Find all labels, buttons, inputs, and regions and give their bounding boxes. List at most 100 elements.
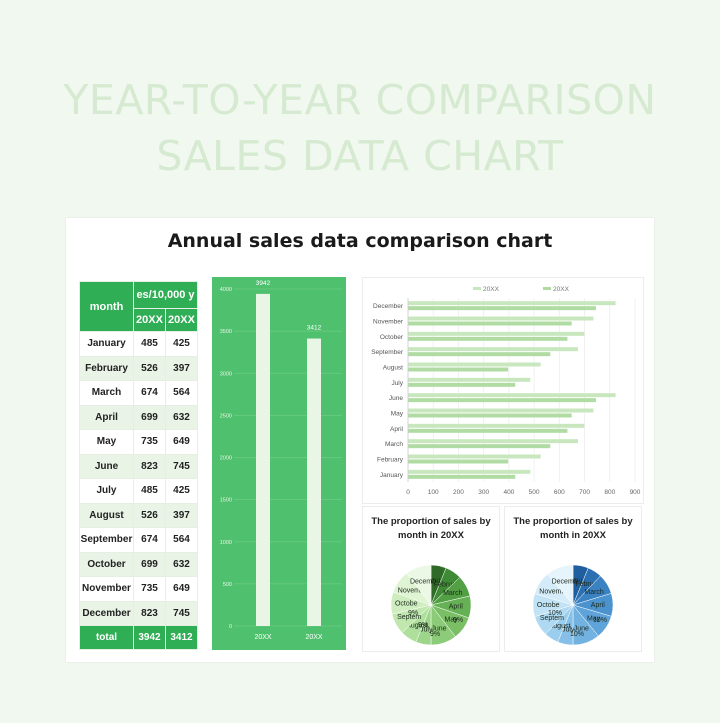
y-tick-label: 1000 bbox=[220, 540, 232, 546]
hbar-series-1 bbox=[408, 469, 531, 474]
y-tick-label: July bbox=[391, 380, 403, 387]
y-tick-label: 1500 bbox=[220, 498, 232, 504]
value-cell-2: 632 bbox=[165, 404, 198, 430]
hbar-series-2 bbox=[408, 474, 516, 479]
pie-slice-label: Octobe bbox=[395, 601, 418, 608]
bar bbox=[307, 338, 321, 626]
x-tick-label: 20XX bbox=[254, 634, 271, 641]
legend-label: 20XX bbox=[483, 286, 500, 293]
y-tick-label: May bbox=[391, 411, 404, 418]
hbar-series-1 bbox=[408, 439, 578, 444]
pie-slice-label: June bbox=[574, 625, 589, 632]
y-tick-label: 3000 bbox=[220, 371, 232, 377]
value-cell-1: 526 bbox=[133, 502, 166, 528]
value-cell-1: 823 bbox=[133, 453, 166, 479]
y-tick-label: September bbox=[371, 349, 404, 356]
month-cell: June bbox=[79, 453, 134, 479]
y-tick-label: 2500 bbox=[220, 413, 232, 419]
total-value-2: 3412 bbox=[165, 625, 198, 650]
pie-slice-label: Januar bbox=[425, 578, 447, 585]
table-row: May 735 649 bbox=[79, 429, 198, 455]
hbar-series-1 bbox=[408, 347, 578, 352]
y-tick-label: April bbox=[390, 426, 404, 433]
pie-title-green: The proportion of sales by month in 20XX bbox=[371, 516, 491, 541]
value-cell-1: 735 bbox=[133, 576, 166, 602]
year-header-1: 20XX bbox=[133, 308, 166, 332]
value-cell-2: 649 bbox=[165, 576, 198, 602]
month-cell: March bbox=[79, 380, 134, 406]
table-row: July 485 425 bbox=[79, 478, 198, 504]
y-tick-label: 2000 bbox=[220, 456, 232, 462]
y-tick-label: November bbox=[373, 319, 404, 326]
month-cell: May bbox=[79, 429, 134, 455]
pie-percent-label: 10% bbox=[548, 610, 562, 617]
total-value-1: 3942 bbox=[133, 625, 166, 650]
legend-label: 20XX bbox=[553, 286, 570, 293]
value-cell-1: 485 bbox=[133, 331, 166, 357]
pie-slice-label: April bbox=[591, 602, 605, 609]
total-bar-chart: 0 500 1000 1500 2000 2500 3000 3500 4000 3942 20XX… bbox=[212, 277, 346, 650]
pie-slice-label: Novemb bbox=[539, 588, 565, 595]
pie-panel-green: The proportion of sales by month in 20XX… bbox=[362, 506, 500, 652]
month-cell: November bbox=[79, 576, 134, 602]
hbar-series-2 bbox=[408, 352, 551, 357]
pie-slice bbox=[547, 564, 574, 606]
hbar-series-2 bbox=[408, 413, 572, 418]
monthly-hbar-chart-svg: 0 100 200 300 400 500 600 700 800 900 20XX 20XX Janu… bbox=[371, 286, 641, 496]
month-cell: February bbox=[79, 355, 134, 381]
table-row: August 526 397 bbox=[79, 502, 198, 528]
table-row: November 735 649 bbox=[79, 576, 198, 602]
value-cell-2: 397 bbox=[165, 355, 198, 381]
x-tick-label: 0 bbox=[406, 489, 410, 496]
total-row: total 3942 3412 bbox=[79, 625, 198, 650]
value-cell-2: 632 bbox=[165, 551, 198, 577]
x-tick-label: 800 bbox=[604, 489, 615, 496]
pie-percent-label: 9% bbox=[430, 631, 440, 638]
monthly-hbar-chart: 0 100 200 300 400 500 600 700 800 900 20XX 20XX Janu… bbox=[362, 277, 644, 504]
hbar-series-1 bbox=[408, 316, 594, 321]
pie-slice-label: July bbox=[562, 626, 575, 633]
value-cell-1: 674 bbox=[133, 527, 166, 553]
value-cell-1: 674 bbox=[133, 380, 166, 406]
hbar-series-2 bbox=[408, 444, 551, 449]
month-cell: August bbox=[79, 502, 134, 528]
value-cell-2: 649 bbox=[165, 429, 198, 455]
pie-title-blue: The proportion of sales by month in 20XX bbox=[513, 516, 633, 541]
table-row: April 699 632 bbox=[79, 404, 198, 430]
table-row: March 674 564 bbox=[79, 380, 198, 406]
legend-swatch bbox=[543, 287, 551, 290]
hero-title: YEAR-TO-YEAR COMPARISON SALES DATA CHART bbox=[0, 72, 720, 184]
month-header: month bbox=[79, 281, 134, 332]
y-tick-label: December bbox=[373, 303, 404, 310]
pie-slice-label: Januar bbox=[567, 578, 589, 585]
y-tick-label: 0 bbox=[229, 624, 232, 630]
pie-slice-label: Octobe bbox=[537, 602, 560, 609]
value-cell-2: 745 bbox=[165, 600, 198, 626]
pie-slice-label: March bbox=[584, 589, 604, 596]
pie-slice bbox=[406, 564, 432, 606]
pie-slice-label: Decemb bbox=[410, 579, 436, 586]
pie-slice-label: Novemb bbox=[398, 588, 424, 595]
legend-swatch bbox=[473, 287, 481, 290]
month-cell: April bbox=[79, 404, 134, 430]
hbar-series-1 bbox=[408, 331, 585, 336]
bar-value-label: 3412 bbox=[307, 325, 322, 332]
x-tick-label: 600 bbox=[554, 489, 565, 496]
pie-slice-label: Februa bbox=[575, 581, 597, 588]
year-header-2: 20XX bbox=[165, 308, 198, 332]
pie-slice-label: May bbox=[445, 616, 459, 623]
pie-percent-label: 10% bbox=[593, 617, 607, 624]
hbar-series-2 bbox=[408, 367, 509, 372]
hero-title-line1: YEAR-TO-YEAR COMPARISON bbox=[63, 76, 657, 124]
hbar-series-1 bbox=[408, 393, 616, 398]
month-cell: December bbox=[79, 600, 134, 626]
value-cell-2: 425 bbox=[165, 478, 198, 504]
x-tick-label: 500 bbox=[529, 489, 540, 496]
y-tick-label: January bbox=[380, 472, 404, 479]
y-tick-label: 4000 bbox=[220, 287, 232, 293]
y-tick-label: June bbox=[389, 395, 403, 402]
value-cell-1: 526 bbox=[133, 355, 166, 381]
total-label: total bbox=[79, 625, 134, 650]
